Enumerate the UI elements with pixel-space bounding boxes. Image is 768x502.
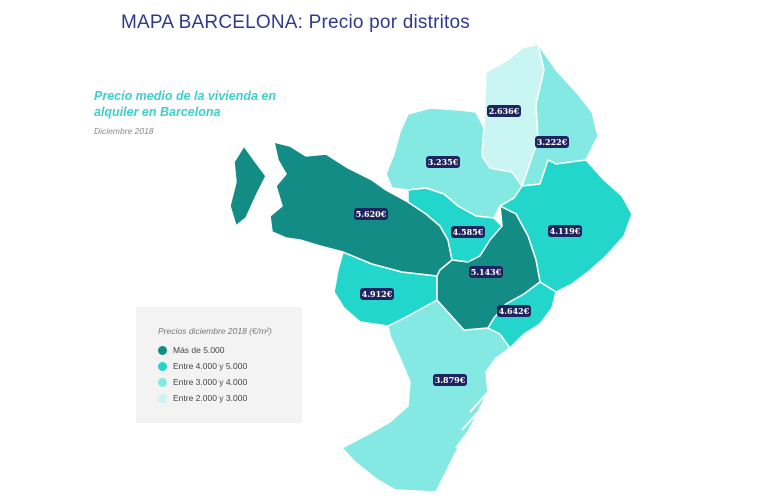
svg-text:4.912€: 4.912€ xyxy=(362,289,393,299)
legend-item-2000-3000: Entre 2.000 y 3.000 xyxy=(158,393,247,403)
svg-text:2.636€: 2.636€ xyxy=(489,106,520,116)
svg-text:3.222€: 3.222€ xyxy=(537,137,568,147)
price-label-horta-guinardo: 3.235€ xyxy=(426,156,460,168)
svg-text:5.620€: 5.620€ xyxy=(356,209,387,219)
price-label-sants-montjuic: 3.879€ xyxy=(433,374,467,386)
svg-text:3.879€: 3.879€ xyxy=(435,375,466,385)
legend-swatch-icon xyxy=(158,377,167,387)
legend-label: Más de 5.000 xyxy=(173,345,225,355)
legend-label: Entre 3.000 y 4.000 xyxy=(173,377,248,387)
port-docks xyxy=(455,337,531,449)
legend-label: Entre 4.000 y 5.000 xyxy=(173,361,248,371)
svg-text:4.642€: 4.642€ xyxy=(499,306,530,316)
legend-item-4000-5000: Entre 4.000 y 5.000 xyxy=(158,361,247,371)
legend-item-over-5000: Más de 5.000 xyxy=(158,345,225,355)
price-label-sant-marti: 4.119€ xyxy=(548,225,582,237)
svg-text:4.585€: 4.585€ xyxy=(453,227,484,237)
page-title: MAPA BARCELONA: Precio por distritos xyxy=(121,12,470,33)
legend-swatch-icon xyxy=(158,393,167,403)
district-sants-montjuic[interactable] xyxy=(341,299,511,493)
price-label-gracia: 4.585€ xyxy=(451,226,485,238)
svg-text:4.119€: 4.119€ xyxy=(550,226,581,236)
svg-text:3.235€: 3.235€ xyxy=(428,157,459,167)
map-subtitle: Precio medio de la vivienda en alquiler … xyxy=(94,89,277,119)
price-label-ciutat-vella: 4.642€ xyxy=(497,305,531,317)
legend-label: Entre 2.000 y 3.000 xyxy=(173,393,248,403)
price-label-eixample: 5.143€ xyxy=(469,266,503,278)
legend-swatch-icon xyxy=(158,345,167,355)
price-label-sarria-sant-gervasi: 5.620€ xyxy=(354,208,388,220)
legend-title: Precios diciembre 2018 (€/m²) xyxy=(158,326,272,336)
price-label-sant-andreu: 3.222€ xyxy=(535,136,569,148)
date-note: Diciembre 2018 xyxy=(94,126,154,136)
legend-box: Precios diciembre 2018 (€/m²) Más de 5.0… xyxy=(136,307,302,423)
legend-item-3000-4000: Entre 3.000 y 4.000 xyxy=(158,377,247,387)
price-label-nou-barris: 2.636€ xyxy=(487,105,521,117)
svg-text:5.143€: 5.143€ xyxy=(471,267,502,277)
price-label-les-corts: 4.912€ xyxy=(360,288,394,300)
legend-swatch-icon xyxy=(158,361,167,371)
